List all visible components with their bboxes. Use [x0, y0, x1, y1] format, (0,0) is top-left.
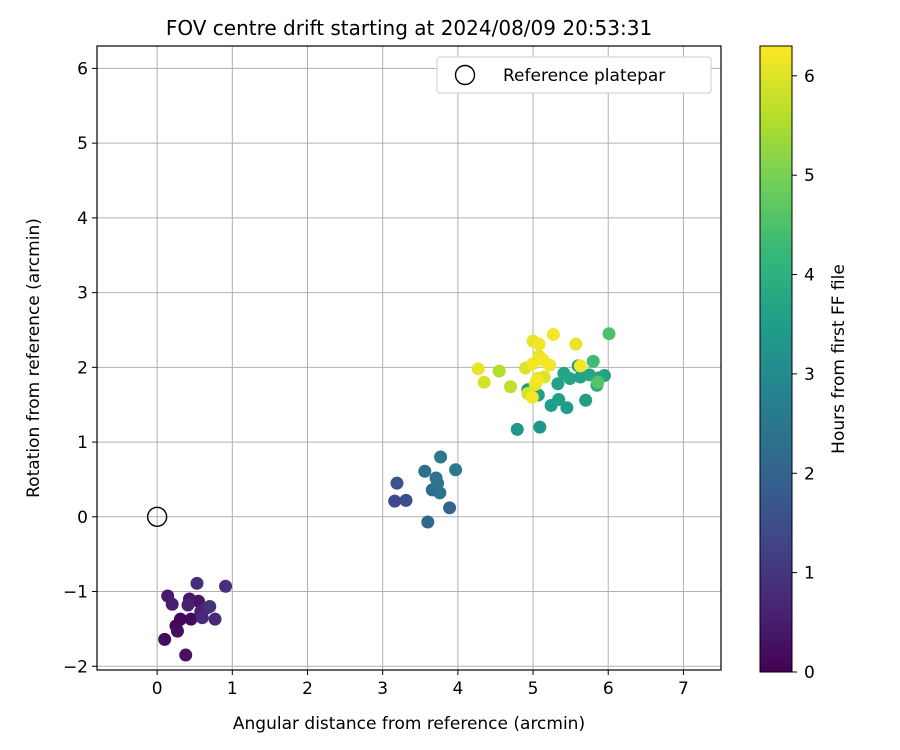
colorbar-tick-label: 6 — [804, 67, 815, 87]
data-point — [560, 401, 574, 415]
y-tick-label: 2 — [77, 358, 88, 378]
data-point — [591, 375, 605, 389]
data-point — [203, 599, 217, 613]
y-tick-label: 5 — [77, 134, 88, 154]
data-point — [219, 579, 233, 593]
data-point — [179, 648, 193, 662]
data-point — [418, 464, 432, 478]
data-point — [602, 327, 616, 341]
data-point — [573, 359, 587, 373]
x-tick-label: 0 — [152, 679, 163, 699]
plot-frame — [96, 45, 722, 671]
colorbar-tick-label: 5 — [804, 166, 815, 186]
data-point — [477, 375, 491, 389]
reference-point-layer — [146, 506, 168, 528]
colorbar-ticks: 0 1 2 3 4 5 6 — [792, 67, 815, 683]
data-point — [582, 368, 596, 382]
data-point — [390, 476, 404, 490]
data-point — [388, 494, 402, 508]
colorbar-tick-label: 4 — [804, 266, 815, 286]
data-point — [543, 358, 557, 372]
data-point — [208, 612, 222, 626]
x-tick-label: 5 — [528, 679, 539, 699]
y-axis-ticks: −2 −1 0 1 2 3 4 5 6 — [63, 59, 97, 677]
legend: Reference platepar — [436, 56, 712, 94]
y-tick-label: 4 — [77, 209, 88, 229]
reference-platepar-marker — [146, 506, 168, 528]
x-tick-label: 2 — [302, 679, 313, 699]
colorbar-tick-label: 2 — [804, 464, 815, 484]
x-tick-label: 6 — [603, 679, 614, 699]
data-point — [532, 337, 546, 351]
data-point — [471, 362, 485, 376]
legend-label-reference: Reference platepar — [503, 66, 665, 86]
data-point — [434, 450, 448, 464]
data-point — [525, 390, 539, 404]
data-point — [190, 576, 204, 590]
y-tick-label: 1 — [77, 433, 88, 453]
data-points — [158, 327, 616, 662]
colorbar-tick-label: 3 — [804, 365, 815, 385]
x-tick-label: 1 — [227, 679, 238, 699]
data-point — [443, 501, 457, 515]
data-point — [165, 597, 179, 611]
data-point — [551, 377, 565, 391]
y-tick-label: 3 — [77, 284, 88, 304]
data-point — [399, 493, 413, 507]
x-tick-label: 3 — [377, 679, 388, 699]
data-point — [546, 327, 560, 341]
x-axis-ticks: 0 1 2 3 4 5 6 7 — [152, 670, 689, 699]
data-point — [579, 393, 593, 407]
data-point — [563, 372, 577, 386]
data-point — [170, 624, 184, 638]
legend-marker-reference — [454, 64, 476, 86]
y-tick-label: −1 — [63, 583, 88, 603]
data-point — [421, 515, 435, 529]
colorbar-tick-label: 0 — [804, 663, 815, 683]
y-axis-label: Rotation from reference (arcmin) — [24, 218, 44, 498]
data-point — [530, 373, 544, 387]
grid — [97, 46, 721, 670]
chart-title: FOV centre drift starting at 2024/08/09 … — [166, 16, 652, 40]
data-point — [552, 392, 566, 406]
colorbar — [759, 45, 793, 673]
data-point — [184, 612, 198, 626]
data-point — [569, 337, 583, 351]
legend-box — [436, 56, 712, 94]
colorbar-label: Hours from first FF file — [829, 264, 849, 454]
data-point — [449, 463, 463, 477]
data-point — [533, 420, 547, 434]
x-tick-label: 4 — [452, 679, 463, 699]
y-tick-label: 0 — [77, 508, 88, 528]
y-tick-label: 6 — [77, 59, 88, 79]
data-point — [503, 380, 517, 394]
data-point — [431, 476, 445, 490]
data-point — [158, 632, 172, 646]
colorbar-tick-label: 1 — [804, 564, 815, 584]
data-point — [586, 354, 600, 368]
data-point — [492, 364, 506, 378]
x-axis-label: Angular distance from reference (arcmin) — [233, 714, 585, 734]
x-tick-label: 7 — [678, 679, 689, 699]
data-point — [195, 611, 209, 625]
data-point — [510, 422, 524, 436]
data-point — [181, 598, 195, 612]
data-point — [433, 486, 447, 500]
y-tick-label: −2 — [63, 657, 88, 677]
